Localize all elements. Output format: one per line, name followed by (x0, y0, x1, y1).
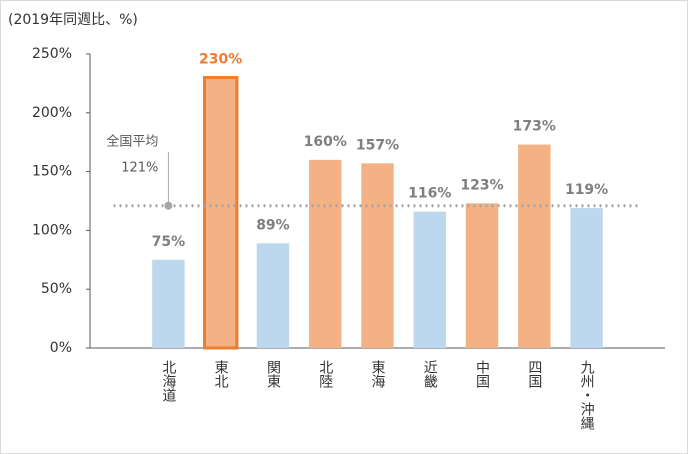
value-label: 123% (460, 177, 503, 193)
bar (413, 211, 446, 348)
x-tick-label: 四国 (526, 360, 542, 388)
bar (518, 144, 551, 348)
x-tick-label: 東北 (213, 360, 229, 389)
value-label: 116% (408, 186, 451, 202)
bar (361, 163, 394, 348)
x-tick-label: 九州・沖縄 (579, 360, 595, 430)
y-tick-label: 200% (32, 105, 72, 121)
value-label: 157% (356, 137, 399, 153)
x-tick-label: 北陸 (317, 360, 333, 389)
x-tick-label: 東海 (370, 360, 386, 388)
y-tick-label: 250% (32, 46, 72, 62)
x-tick-label: 北海道 (160, 360, 176, 403)
value-label: 160% (304, 134, 347, 150)
y-tick-label: 50% (41, 281, 72, 297)
bar (256, 243, 290, 348)
value-label: 89% (256, 217, 290, 233)
y-tick-label: 150% (32, 164, 72, 180)
bar (465, 203, 499, 348)
x-tick-label: 関東 (265, 360, 281, 388)
value-label: 173% (513, 119, 556, 135)
bar (202, 76, 239, 350)
value-label: 119% (565, 182, 608, 198)
bar (309, 159, 342, 348)
average-label: 全国平均 (106, 134, 158, 150)
y-tick-label: 0% (50, 340, 72, 356)
bar (570, 208, 603, 348)
value-label: 75% (152, 234, 186, 250)
average-marker (164, 201, 173, 210)
bar (152, 259, 185, 348)
y-tick-label: 100% (32, 222, 72, 238)
x-tick-label: 中国 (474, 360, 490, 388)
chart-subtitle: (2019年同週比、%) (8, 12, 138, 28)
average-value-label: 121% (121, 161, 158, 176)
x-tick-label: 近畿 (422, 360, 438, 388)
value-label: 230% (199, 52, 242, 68)
